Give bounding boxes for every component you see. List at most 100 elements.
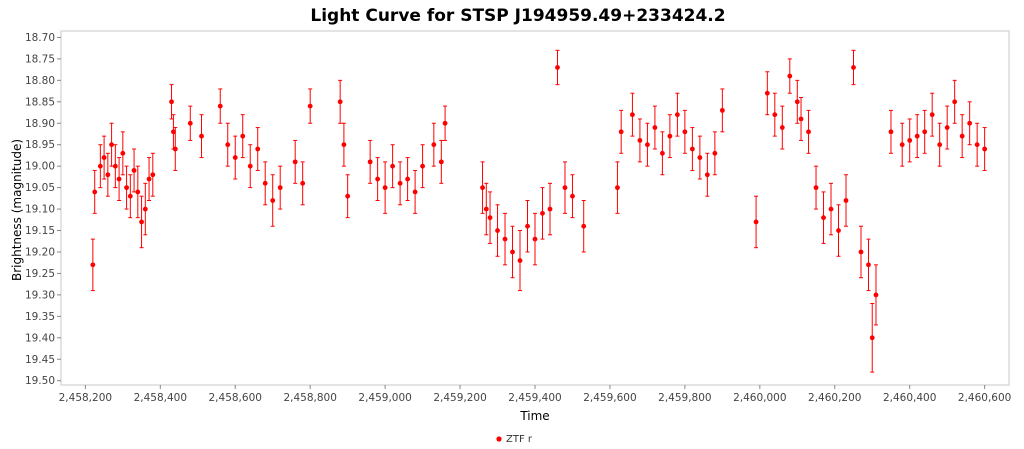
data-point (974, 122, 980, 167)
data-marker (806, 129, 811, 135)
data-marker (101, 155, 107, 160)
y-tick-label: 19.05 (25, 182, 55, 194)
data-point (667, 114, 673, 159)
x-tick-label: 2,458,600 (209, 392, 262, 404)
data-point (262, 161, 268, 206)
data-point (405, 157, 411, 201)
data-marker (438, 159, 444, 165)
data-marker (967, 120, 973, 126)
x-axis-label: Time (519, 409, 549, 423)
x-tick-label: 2,458,800 (283, 392, 336, 404)
data-point (345, 174, 351, 219)
data-marker (922, 129, 928, 135)
data-marker (704, 172, 710, 178)
data-marker (615, 185, 620, 191)
x-tick-label: 2,458,400 (134, 392, 187, 404)
data-point (367, 139, 373, 184)
data-marker (836, 228, 841, 233)
data-point (753, 195, 759, 249)
data-point (480, 161, 485, 214)
y-tick-label: 19.30 (25, 289, 55, 301)
x-tick-label: 2,460,600 (958, 392, 1011, 404)
data-point (375, 157, 381, 201)
data-point (540, 187, 545, 240)
data-point (555, 49, 560, 86)
data-point (843, 174, 849, 227)
data-point (547, 182, 553, 236)
data-marker (959, 133, 965, 139)
y-tick-label: 18.95 (25, 139, 55, 151)
data-point (674, 92, 680, 137)
data-marker (974, 142, 980, 148)
data-marker (225, 142, 231, 148)
data-marker (300, 180, 306, 186)
data-marker (618, 129, 624, 135)
data-marker (105, 172, 111, 178)
data-marker (341, 142, 347, 148)
data-point (851, 49, 856, 86)
data-point (570, 174, 575, 219)
data-marker (821, 215, 826, 221)
data-point (300, 161, 306, 206)
y-tick-label: 19.50 (25, 375, 55, 387)
data-marker (367, 159, 373, 165)
data-marker (689, 146, 695, 152)
data-point (937, 122, 943, 167)
data-point (101, 135, 107, 180)
data-marker (397, 180, 403, 186)
data-point (105, 152, 111, 197)
data-marker (187, 120, 193, 126)
data-marker (442, 120, 448, 126)
data-marker (480, 185, 485, 191)
chart-title: Light Curve for STSP J194959.49+233424.2 (310, 6, 725, 26)
data-point (277, 165, 283, 210)
data-marker (828, 206, 834, 212)
data-marker (674, 112, 680, 118)
data-point (412, 169, 418, 214)
data-marker (581, 223, 587, 229)
data-point (712, 131, 718, 176)
data-point (562, 161, 568, 214)
data-point (146, 157, 152, 201)
data-marker (262, 180, 268, 186)
data-marker (112, 163, 118, 169)
data-point (806, 109, 811, 154)
data-marker (753, 219, 759, 225)
data-series-ztf-r (90, 49, 988, 373)
data-marker (637, 138, 643, 143)
data-point (97, 144, 103, 189)
data-point (787, 58, 793, 94)
data-point (127, 174, 133, 219)
data-point (420, 144, 425, 189)
y-tick-label: 19.45 (25, 354, 55, 366)
data-point (172, 127, 178, 171)
data-marker (899, 142, 905, 148)
data-marker (307, 103, 313, 109)
data-point (944, 105, 950, 150)
data-marker (124, 185, 129, 191)
data-marker (547, 206, 553, 212)
data-marker (240, 133, 246, 139)
data-marker (866, 262, 871, 268)
data-marker (869, 335, 875, 341)
data-point (270, 174, 276, 227)
data-point (525, 199, 530, 253)
data-marker (247, 163, 253, 169)
data-point (652, 105, 658, 150)
data-point (618, 109, 624, 154)
data-point (382, 161, 388, 214)
data-marker (843, 198, 849, 203)
data-point (907, 118, 913, 163)
data-point (873, 264, 879, 326)
data-marker (532, 236, 538, 242)
data-point (307, 88, 313, 124)
data-point (131, 148, 137, 193)
data-point (390, 144, 396, 189)
data-marker (952, 99, 958, 105)
data-point (532, 212, 538, 266)
data-marker (135, 189, 141, 195)
data-point (112, 144, 118, 189)
plot-area (60, 30, 1010, 386)
data-marker (645, 142, 650, 148)
x-tick-label: 2,459,600 (583, 392, 636, 404)
